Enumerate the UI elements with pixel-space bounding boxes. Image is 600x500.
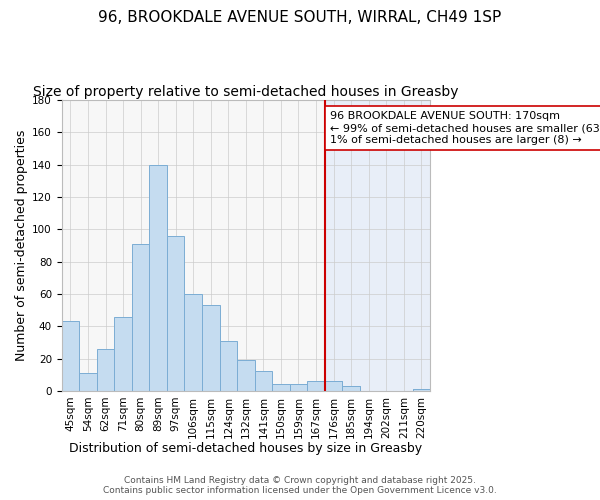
Text: 96 BROOKDALE AVENUE SOUTH: 170sqm
← 99% of semi-detached houses are smaller (636: 96 BROOKDALE AVENUE SOUTH: 170sqm ← 99% … bbox=[330, 112, 600, 144]
Bar bbox=[237, 360, 254, 391]
Bar bbox=[97, 349, 114, 391]
Bar bbox=[413, 389, 430, 391]
Bar bbox=[202, 306, 220, 391]
Bar bbox=[220, 341, 237, 391]
Bar bbox=[325, 381, 343, 391]
Bar bbox=[167, 236, 184, 391]
Bar bbox=[272, 384, 290, 391]
Bar bbox=[307, 381, 325, 391]
Bar bbox=[114, 316, 132, 391]
Bar bbox=[343, 386, 360, 391]
Bar bbox=[149, 165, 167, 391]
X-axis label: Distribution of semi-detached houses by size in Greasby: Distribution of semi-detached houses by … bbox=[70, 442, 422, 455]
Text: Contains HM Land Registry data © Crown copyright and database right 2025.
Contai: Contains HM Land Registry data © Crown c… bbox=[103, 476, 497, 495]
Bar bbox=[254, 372, 272, 391]
Text: 96, BROOKDALE AVENUE SOUTH, WIRRAL, CH49 1SP: 96, BROOKDALE AVENUE SOUTH, WIRRAL, CH49… bbox=[98, 10, 502, 25]
Title: Size of property relative to semi-detached houses in Greasby: Size of property relative to semi-detach… bbox=[33, 85, 458, 99]
Bar bbox=[132, 244, 149, 391]
Bar bbox=[79, 373, 97, 391]
Y-axis label: Number of semi-detached properties: Number of semi-detached properties bbox=[15, 130, 28, 361]
Bar bbox=[413, 389, 430, 391]
Bar bbox=[62, 322, 79, 391]
Bar bbox=[184, 294, 202, 391]
Bar bbox=[325, 100, 430, 391]
Bar bbox=[343, 386, 360, 391]
Bar bbox=[325, 381, 343, 391]
Bar bbox=[290, 384, 307, 391]
